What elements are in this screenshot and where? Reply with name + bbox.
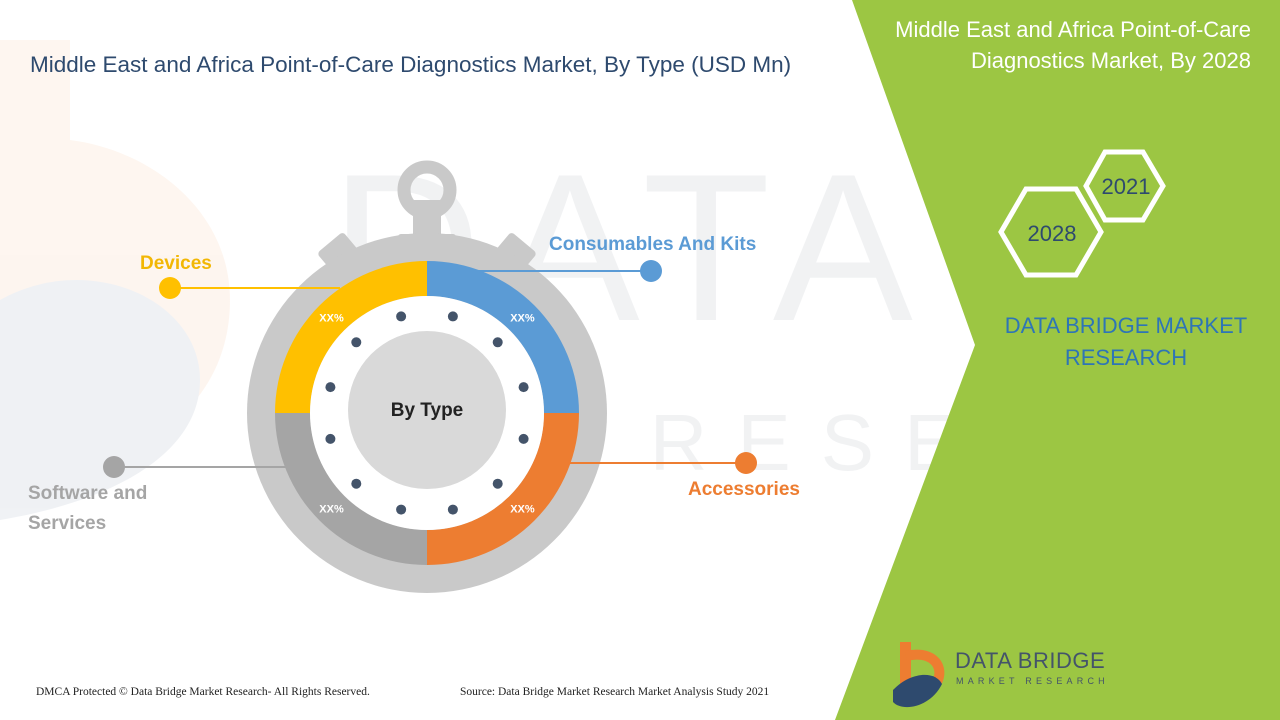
footer-copyright: DMCA Protected © Data Bridge Market Rese… <box>36 686 370 698</box>
clock-dot <box>325 433 336 444</box>
slice-devices <box>275 261 427 413</box>
value-label-accessories: XX% <box>510 503 535 515</box>
clock-dot <box>325 382 336 393</box>
callout-dot-software <box>103 456 125 478</box>
slice-accessories <box>427 413 579 565</box>
slice-consumables-and-kits <box>427 261 579 413</box>
clock-dot <box>396 504 407 515</box>
center-label: By Type <box>391 400 464 421</box>
value-label-software-and-services: XX% <box>319 503 344 515</box>
page-title: Middle East and Africa Point-of-Care Dia… <box>30 52 792 77</box>
value-labels: XX% XX% XX% XX% <box>319 313 535 516</box>
callouts <box>103 260 757 478</box>
clock-dot <box>492 478 503 489</box>
center-disc <box>348 331 506 489</box>
clock-dot <box>518 382 529 393</box>
clock-dot <box>447 504 458 515</box>
hex-year-2021: 2021 <box>1102 174 1151 199</box>
value-label-consumables-and-kits: XX% <box>510 313 535 325</box>
side-panel <box>835 0 1280 720</box>
hexagon-2028 <box>998 186 1104 278</box>
footer-source: Source: Data Bridge Market Research Mark… <box>460 686 770 698</box>
logo-name: DATA BRIDGE <box>955 648 1106 673</box>
clock-dot <box>518 433 529 444</box>
clock-dot <box>351 478 362 489</box>
data-bridge-b-logo-icon <box>893 642 945 708</box>
clock-dot <box>492 337 503 348</box>
callout-dot-devices <box>159 277 181 299</box>
category-label-accessories: Accessories <box>688 479 800 500</box>
category-label-devices: Devices <box>140 253 212 274</box>
donut-segments <box>275 261 579 565</box>
brand-text: DATA BRIDGE MARKET RESEARCH <box>1004 313 1248 370</box>
slice-software-and-services <box>275 413 427 565</box>
category-label-software: Software and Services <box>28 483 148 534</box>
logo-tagline: MARKET RESEARCH <box>956 676 1109 686</box>
clock-dot <box>351 337 362 348</box>
value-label-devices: XX% <box>319 313 344 325</box>
category-label-consumables: Consumables And Kits <box>549 234 757 255</box>
clock-dot <box>447 311 458 322</box>
side-panel-title: Middle East and Africa Point-of-Care Dia… <box>895 17 1251 73</box>
hexagon-2021 <box>1083 149 1166 223</box>
callout-dot-accessories <box>735 452 757 474</box>
hex-year-2028: 2028 <box>1028 221 1077 246</box>
clock-dots <box>325 311 529 515</box>
clock-dot <box>396 311 407 322</box>
callout-dot-consumables <box>640 260 662 282</box>
